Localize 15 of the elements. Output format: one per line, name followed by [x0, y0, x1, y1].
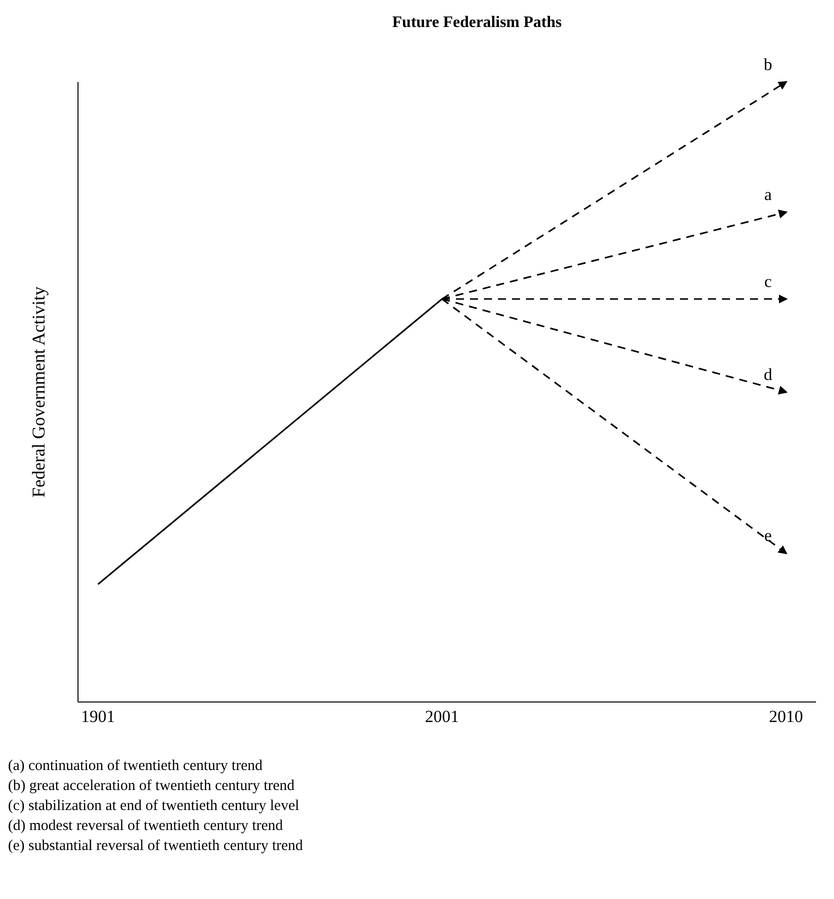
x-tick-label: 1901	[81, 707, 115, 726]
x-tick-label: 2001	[425, 707, 459, 726]
chart-title: Future Federalism Paths	[391, 14, 563, 32]
text: (e) substantial reversal of twentieth century trend	[8, 837, 304, 856]
y-axis-title: Federal Government Activity	[28, 286, 48, 498]
text: (c) stabilization at end of twentieth century level	[8, 797, 300, 816]
series-label: c	[764, 272, 772, 291]
series-label: b	[764, 55, 772, 74]
text: (d) modest reversal of twentieth century trend	[8, 817, 284, 836]
series-label: e	[764, 526, 772, 546]
text: (b) great acceleration of twentieth century trend	[8, 777, 296, 796]
x-tick-label: 2010	[769, 707, 803, 726]
series-label: a	[764, 185, 772, 204]
text: (a) continuation of twentieth century trend	[8, 757, 264, 776]
series-label: d	[764, 365, 773, 384]
